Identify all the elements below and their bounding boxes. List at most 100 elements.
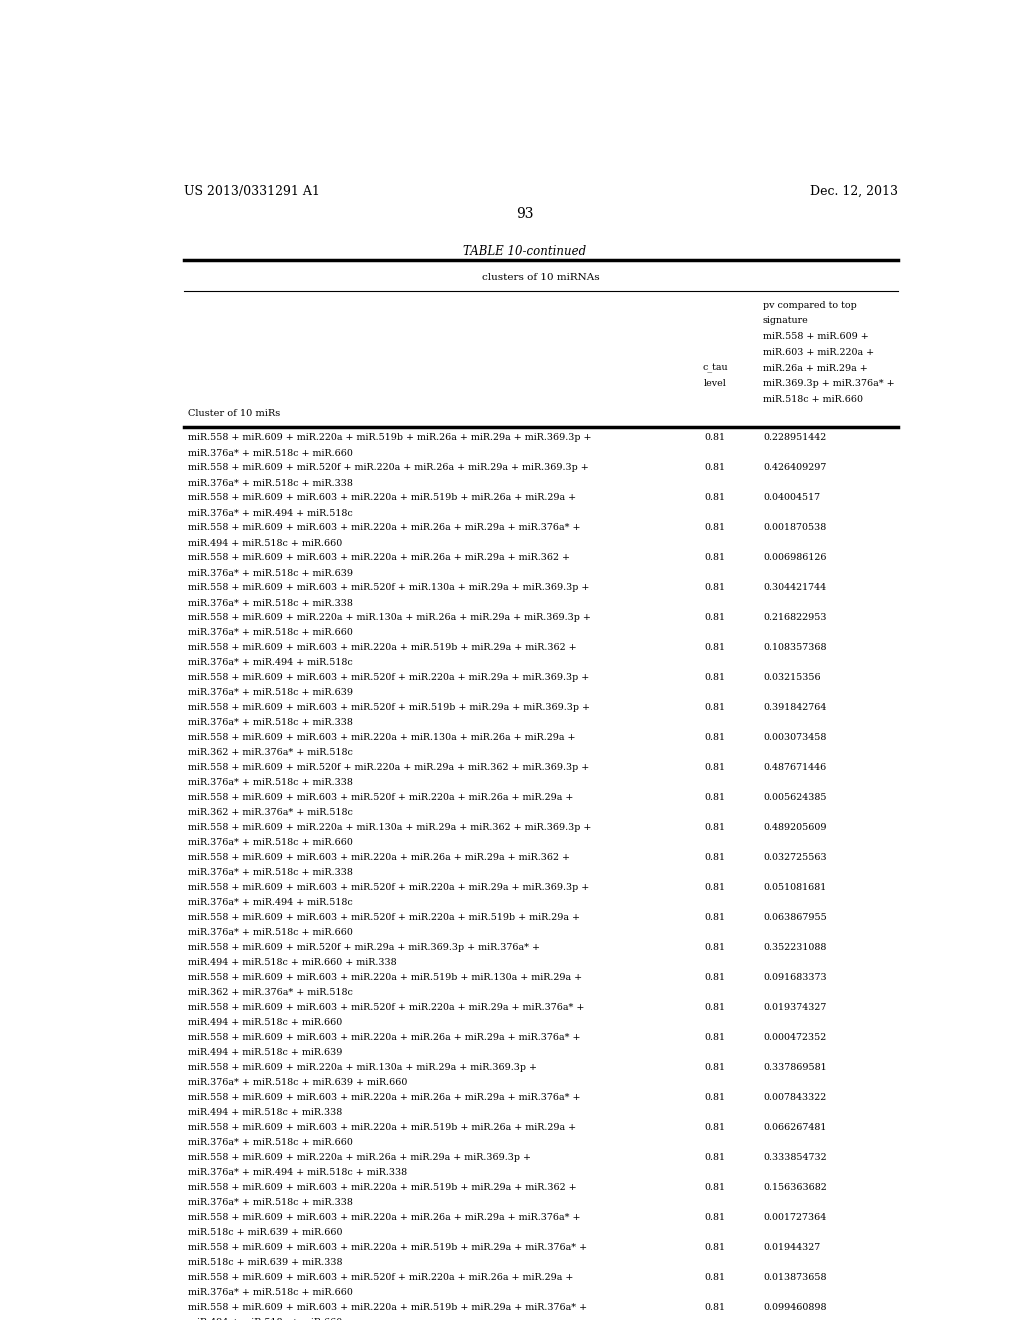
Text: miR.376a* + miR.494 + miR.518c: miR.376a* + miR.494 + miR.518c bbox=[187, 659, 352, 668]
Text: miR.376a* + miR.518c + miR.639 + miR.660: miR.376a* + miR.518c + miR.639 + miR.660 bbox=[187, 1078, 407, 1088]
Text: 0.81: 0.81 bbox=[705, 883, 726, 892]
Text: 0.03215356: 0.03215356 bbox=[763, 673, 820, 682]
Text: 0.81: 0.81 bbox=[705, 1003, 726, 1012]
Text: 0.000472352: 0.000472352 bbox=[763, 1034, 826, 1041]
Text: US 2013/0331291 A1: US 2013/0331291 A1 bbox=[183, 185, 319, 198]
Text: 0.81: 0.81 bbox=[705, 1303, 726, 1312]
Text: signature: signature bbox=[763, 317, 809, 326]
Text: miR.494 + miR.518c + miR.660: miR.494 + miR.518c + miR.660 bbox=[187, 1018, 342, 1027]
Text: 0.81: 0.81 bbox=[705, 1213, 726, 1222]
Text: miR.558 + miR.609 + miR.520f + miR.29a + miR.369.3p + miR.376a* +: miR.558 + miR.609 + miR.520f + miR.29a +… bbox=[187, 942, 540, 952]
Text: c_tau: c_tau bbox=[702, 364, 728, 374]
Text: 0.108357368: 0.108357368 bbox=[763, 643, 826, 652]
Text: level: level bbox=[703, 379, 727, 388]
Text: miR.376a* + miR.518c + miR.338: miR.376a* + miR.518c + miR.338 bbox=[187, 718, 352, 727]
Text: miR.362 + miR.376a* + miR.518c: miR.362 + miR.376a* + miR.518c bbox=[187, 808, 352, 817]
Text: 0.216822953: 0.216822953 bbox=[763, 614, 826, 622]
Text: miR.494 + miR.518c + miR.639: miR.494 + miR.518c + miR.639 bbox=[187, 1048, 342, 1057]
Text: 0.81: 0.81 bbox=[705, 673, 726, 682]
Text: miR.558 + miR.609 + miR.603 + miR.520f + miR.220a + miR.26a + miR.29a +: miR.558 + miR.609 + miR.603 + miR.520f +… bbox=[187, 1272, 572, 1282]
Text: 0.81: 0.81 bbox=[705, 523, 726, 532]
Text: miR.558 + miR.609 + miR.603 + miR.220a + miR.26a + miR.29a + miR.376a* +: miR.558 + miR.609 + miR.603 + miR.220a +… bbox=[187, 1093, 580, 1102]
Text: TABLE 10-continued: TABLE 10-continued bbox=[463, 244, 587, 257]
Text: 0.099460898: 0.099460898 bbox=[763, 1303, 826, 1312]
Text: miR.376a* + miR.518c + miR.660: miR.376a* + miR.518c + miR.660 bbox=[187, 1138, 352, 1147]
Text: pv compared to top: pv compared to top bbox=[763, 301, 857, 310]
Text: miR.376a* + miR.494 + miR.518c: miR.376a* + miR.494 + miR.518c bbox=[187, 508, 352, 517]
Text: 0.333854732: 0.333854732 bbox=[763, 1152, 826, 1162]
Text: 0.81: 0.81 bbox=[705, 733, 726, 742]
Text: miR.376a* + miR.518c + miR.660: miR.376a* + miR.518c + miR.660 bbox=[187, 449, 352, 458]
Text: 0.001870538: 0.001870538 bbox=[763, 523, 826, 532]
Text: miR.376a* + miR.494 + miR.518c + miR.338: miR.376a* + miR.494 + miR.518c + miR.338 bbox=[187, 1168, 407, 1177]
Text: 0.426409297: 0.426409297 bbox=[763, 463, 826, 473]
Text: 0.81: 0.81 bbox=[705, 1063, 726, 1072]
Text: miR.558 + miR.609 + miR.603 + miR.520f + miR.220a + miR.519b + miR.29a +: miR.558 + miR.609 + miR.603 + miR.520f +… bbox=[187, 913, 580, 923]
Text: 0.051081681: 0.051081681 bbox=[763, 883, 826, 892]
Text: 0.032725563: 0.032725563 bbox=[763, 853, 826, 862]
Text: miR.558 + miR.609 + miR.603 + miR.220a + miR.519b + miR.29a + miR.362 +: miR.558 + miR.609 + miR.603 + miR.220a +… bbox=[187, 1183, 577, 1192]
Text: 0.81: 0.81 bbox=[705, 793, 726, 803]
Text: miR.362 + miR.376a* + miR.518c: miR.362 + miR.376a* + miR.518c bbox=[187, 748, 352, 758]
Text: miR.558 + miR.609 + miR.220a + miR.130a + miR.26a + miR.29a + miR.369.3p +: miR.558 + miR.609 + miR.220a + miR.130a … bbox=[187, 614, 591, 622]
Text: miR.558 + miR.609 + miR.603 + miR.520f + miR.220a + miR.26a + miR.29a +: miR.558 + miR.609 + miR.603 + miR.520f +… bbox=[187, 793, 572, 803]
Text: 0.337869581: 0.337869581 bbox=[763, 1063, 826, 1072]
Text: 0.019374327: 0.019374327 bbox=[763, 1003, 826, 1012]
Text: miR.376a* + miR.518c + miR.660: miR.376a* + miR.518c + miR.660 bbox=[187, 628, 352, 638]
Text: miR.376a* + miR.518c + miR.660: miR.376a* + miR.518c + miR.660 bbox=[187, 1288, 352, 1298]
Text: miR.376a* + miR.518c + miR.338: miR.376a* + miR.518c + miR.338 bbox=[187, 598, 352, 607]
Text: miR.558 + miR.609 + miR.603 + miR.220a + miR.26a + miR.29a + miR.376a* +: miR.558 + miR.609 + miR.603 + miR.220a +… bbox=[187, 523, 580, 532]
Text: 0.007843322: 0.007843322 bbox=[763, 1093, 826, 1102]
Text: 0.81: 0.81 bbox=[705, 1093, 726, 1102]
Text: miR.558 + miR.609 + miR.603 + miR.520f + miR.220a + miR.29a + miR.376a* +: miR.558 + miR.609 + miR.603 + miR.520f +… bbox=[187, 1003, 584, 1012]
Text: miR.603 + miR.220a +: miR.603 + miR.220a + bbox=[763, 348, 874, 356]
Text: miR.558 + miR.609 + miR.603 + miR.220a + miR.519b + miR.26a + miR.29a +: miR.558 + miR.609 + miR.603 + miR.220a +… bbox=[187, 494, 575, 503]
Text: miR.26a + miR.29a +: miR.26a + miR.29a + bbox=[763, 364, 867, 372]
Text: miR.494 + miR.518c + miR.660 + miR.338: miR.494 + miR.518c + miR.660 + miR.338 bbox=[187, 958, 396, 968]
Text: 0.001727364: 0.001727364 bbox=[763, 1213, 826, 1222]
Text: 0.81: 0.81 bbox=[705, 704, 726, 713]
Text: 0.156363682: 0.156363682 bbox=[763, 1183, 826, 1192]
Text: 0.81: 0.81 bbox=[705, 973, 726, 982]
Text: 0.352231088: 0.352231088 bbox=[763, 942, 826, 952]
Text: miR.558 + miR.609 + miR.603 + miR.220a + miR.130a + miR.26a + miR.29a +: miR.558 + miR.609 + miR.603 + miR.220a +… bbox=[187, 733, 575, 742]
Text: miR.558 + miR.609 + miR.603 + miR.220a + miR.26a + miR.29a + miR.376a* +: miR.558 + miR.609 + miR.603 + miR.220a +… bbox=[187, 1213, 580, 1222]
Text: 0.81: 0.81 bbox=[705, 1272, 726, 1282]
Text: 0.487671446: 0.487671446 bbox=[763, 763, 826, 772]
Text: miR.494 + miR.518c + miR.338: miR.494 + miR.518c + miR.338 bbox=[187, 1109, 342, 1117]
Text: miR.376a* + miR.518c + miR.338: miR.376a* + miR.518c + miR.338 bbox=[187, 1199, 352, 1208]
Text: 0.81: 0.81 bbox=[705, 763, 726, 772]
Text: 0.81: 0.81 bbox=[705, 614, 726, 622]
Text: 0.013873658: 0.013873658 bbox=[763, 1272, 826, 1282]
Text: 0.81: 0.81 bbox=[705, 433, 726, 442]
Text: miR.558 + miR.609 + miR.603 + miR.220a + miR.519b + miR.26a + miR.29a +: miR.558 + miR.609 + miR.603 + miR.220a +… bbox=[187, 1123, 575, 1133]
Text: miR.376a* + miR.518c + miR.639: miR.376a* + miR.518c + miR.639 bbox=[187, 689, 352, 697]
Text: miR.558 + miR.609 + miR.603 + miR.220a + miR.519b + miR.29a + miR.362 +: miR.558 + miR.609 + miR.603 + miR.220a +… bbox=[187, 643, 577, 652]
Text: miR.376a* + miR.518c + miR.660: miR.376a* + miR.518c + miR.660 bbox=[187, 838, 352, 847]
Text: 0.489205609: 0.489205609 bbox=[763, 824, 826, 832]
Text: 0.091683373: 0.091683373 bbox=[763, 973, 826, 982]
Text: 0.81: 0.81 bbox=[705, 824, 726, 832]
Text: miR.362 + miR.376a* + miR.518c: miR.362 + miR.376a* + miR.518c bbox=[187, 989, 352, 998]
Text: miR.558 + miR.609 +: miR.558 + miR.609 + bbox=[763, 333, 868, 341]
Text: 0.063867955: 0.063867955 bbox=[763, 913, 826, 923]
Text: 0.228951442: 0.228951442 bbox=[763, 433, 826, 442]
Text: miR.376a* + miR.518c + miR.338: miR.376a* + miR.518c + miR.338 bbox=[187, 779, 352, 788]
Text: 0.81: 0.81 bbox=[705, 1034, 726, 1041]
Text: 0.003073458: 0.003073458 bbox=[763, 733, 826, 742]
Text: clusters of 10 miRNAs: clusters of 10 miRNAs bbox=[482, 273, 599, 282]
Text: miR.376a* + miR.518c + miR.338: miR.376a* + miR.518c + miR.338 bbox=[187, 869, 352, 878]
Text: miR.376a* + miR.518c + miR.660: miR.376a* + miR.518c + miR.660 bbox=[187, 928, 352, 937]
Text: 0.81: 0.81 bbox=[705, 1183, 726, 1192]
Text: miR.376a* + miR.494 + miR.518c: miR.376a* + miR.494 + miR.518c bbox=[187, 899, 352, 907]
Text: miR.558 + miR.609 + miR.603 + miR.220a + miR.26a + miR.29a + miR.362 +: miR.558 + miR.609 + miR.603 + miR.220a +… bbox=[187, 853, 569, 862]
Text: 0.04004517: 0.04004517 bbox=[763, 494, 820, 503]
Text: Cluster of 10 miRs: Cluster of 10 miRs bbox=[187, 409, 280, 418]
Text: 0.81: 0.81 bbox=[705, 643, 726, 652]
Text: 0.81: 0.81 bbox=[705, 553, 726, 562]
Text: 0.81: 0.81 bbox=[705, 1243, 726, 1251]
Text: miR.558 + miR.609 + miR.603 + miR.220a + miR.26a + miR.29a + miR.362 +: miR.558 + miR.609 + miR.603 + miR.220a +… bbox=[187, 553, 569, 562]
Text: miR.558 + miR.609 + miR.603 + miR.220a + miR.519b + miR.29a + miR.376a* +: miR.558 + miR.609 + miR.603 + miR.220a +… bbox=[187, 1303, 587, 1312]
Text: 93: 93 bbox=[516, 207, 534, 222]
Text: miR.558 + miR.609 + miR.520f + miR.220a + miR.29a + miR.362 + miR.369.3p +: miR.558 + miR.609 + miR.520f + miR.220a … bbox=[187, 763, 589, 772]
